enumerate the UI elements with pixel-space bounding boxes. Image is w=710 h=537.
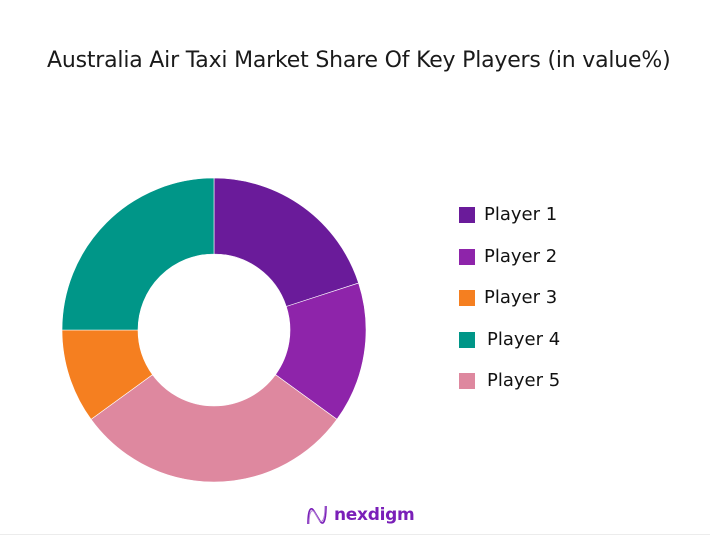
legend-item-player-1: Player 1 bbox=[459, 204, 557, 225]
nexdigm-logo-icon bbox=[307, 505, 327, 525]
legend-label: Player 2 bbox=[484, 246, 558, 267]
legend-label: Player 1 bbox=[484, 204, 558, 225]
legend-swatch bbox=[459, 331, 475, 348]
legend-swatch bbox=[459, 248, 475, 265]
legend-item-player-4: Player 4 bbox=[459, 329, 560, 350]
chart-title: Australia Air Taxi Market Share Of Key P… bbox=[47, 48, 671, 73]
brand-logo: nexdigm bbox=[306, 503, 415, 527]
legend-label: Player 5 bbox=[487, 370, 561, 391]
legend-swatch bbox=[459, 372, 475, 389]
slice-player-5 bbox=[90, 374, 338, 483]
legend-swatch bbox=[459, 289, 475, 306]
legend-label: Player 3 bbox=[484, 287, 558, 308]
donut-slices bbox=[61, 177, 367, 483]
brand-name: nexdigm bbox=[334, 505, 415, 525]
bottom-divider bbox=[0, 534, 710, 535]
legend-swatch bbox=[459, 206, 475, 223]
slice-player-4 bbox=[61, 177, 215, 331]
legend-label: Player 4 bbox=[487, 329, 561, 350]
legend-item-player-5: Player 5 bbox=[459, 370, 560, 391]
legend-item-player-3: Player 3 bbox=[459, 287, 557, 308]
legend-item-player-2: Player 2 bbox=[459, 246, 557, 267]
slice-player-1 bbox=[213, 177, 359, 307]
